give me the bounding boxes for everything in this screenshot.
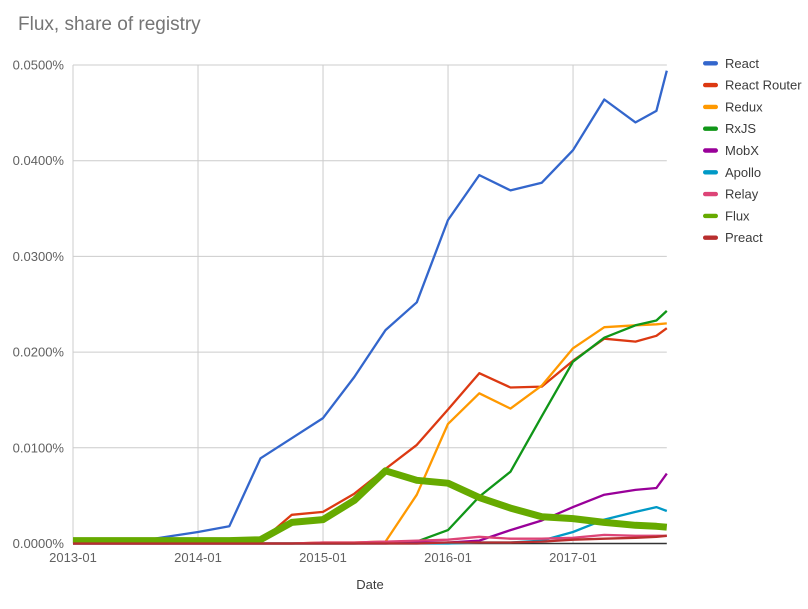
legend-item-react[interactable]: React [703, 56, 759, 71]
y-tick-label: 0.0200% [13, 345, 65, 360]
legend-label-relay: Relay [725, 187, 759, 202]
x-tick-label: 2015-01 [299, 550, 347, 565]
legend-item-apollo[interactable]: Apollo [703, 165, 761, 180]
plot-area[interactable] [73, 65, 667, 544]
series-line-react [73, 70, 668, 544]
legend-label-apollo: Apollo [725, 165, 761, 180]
legend-label-react: React [725, 56, 759, 71]
series-lines [73, 70, 668, 545]
y-tick-label: 0.0300% [13, 249, 65, 264]
y-tick-label: 0.0400% [13, 153, 65, 168]
legend-label-react-router: React Router [725, 78, 802, 93]
legend-item-rxjs[interactable]: RxJS [703, 121, 756, 136]
legend-swatch-mobx [703, 148, 718, 153]
x-axis-title: Date [356, 577, 383, 592]
legend-item-mobx[interactable]: MobX [703, 143, 759, 158]
legend-item-flux[interactable]: Flux [703, 208, 750, 223]
legend-swatch-flux [703, 213, 718, 219]
legend-swatch-react-router [703, 82, 718, 88]
legend-label-flux: Flux [725, 208, 750, 223]
y-tick-label: 0.0000% [13, 536, 65, 551]
y-tick-label: 0.0100% [13, 440, 65, 455]
series-line-preact [73, 534, 667, 545]
x-axis-labels: 2013-01 2014-01 2015-01 2016-01 2017-01 [49, 550, 597, 565]
legend-item-react-router[interactable]: React Router [703, 78, 802, 93]
x-tick-label: 2016-01 [424, 550, 472, 565]
x-tick-label: 2014-01 [174, 550, 222, 565]
legend-swatch-rxjs [703, 126, 718, 131]
gridlines [72, 64, 667, 544]
legend-label-redux: Redux [725, 99, 763, 114]
legend: React React Router Redux RxJS MobX Apollo Rela… [703, 56, 802, 245]
legend-item-redux[interactable]: Redux [703, 99, 763, 114]
chart-title: Flux, share of registry [18, 14, 201, 35]
series-line-flux [73, 467, 668, 545]
legend-item-relay[interactable]: Relay [703, 187, 759, 202]
legend-swatch-preact [703, 235, 718, 240]
x-tick-label: 2013-01 [49, 550, 97, 565]
legend-swatch-apollo [703, 170, 718, 175]
y-axis-labels: 0.0000% 0.0100% 0.0200% 0.0300% 0.0400% 0.050… [13, 58, 65, 552]
legend-swatch-redux [703, 104, 718, 110]
legend-label-preact: Preact [725, 230, 763, 245]
legend-label-rxjs: RxJS [725, 121, 756, 136]
legend-item-preact[interactable]: Preact [703, 230, 763, 245]
x-tick-label: 2017-01 [549, 550, 597, 565]
y-tick-label: 0.0500% [13, 58, 65, 73]
legend-label-mobx: MobX [725, 143, 759, 158]
legend-swatch-react [703, 61, 718, 66]
legend-swatch-relay [703, 191, 718, 197]
